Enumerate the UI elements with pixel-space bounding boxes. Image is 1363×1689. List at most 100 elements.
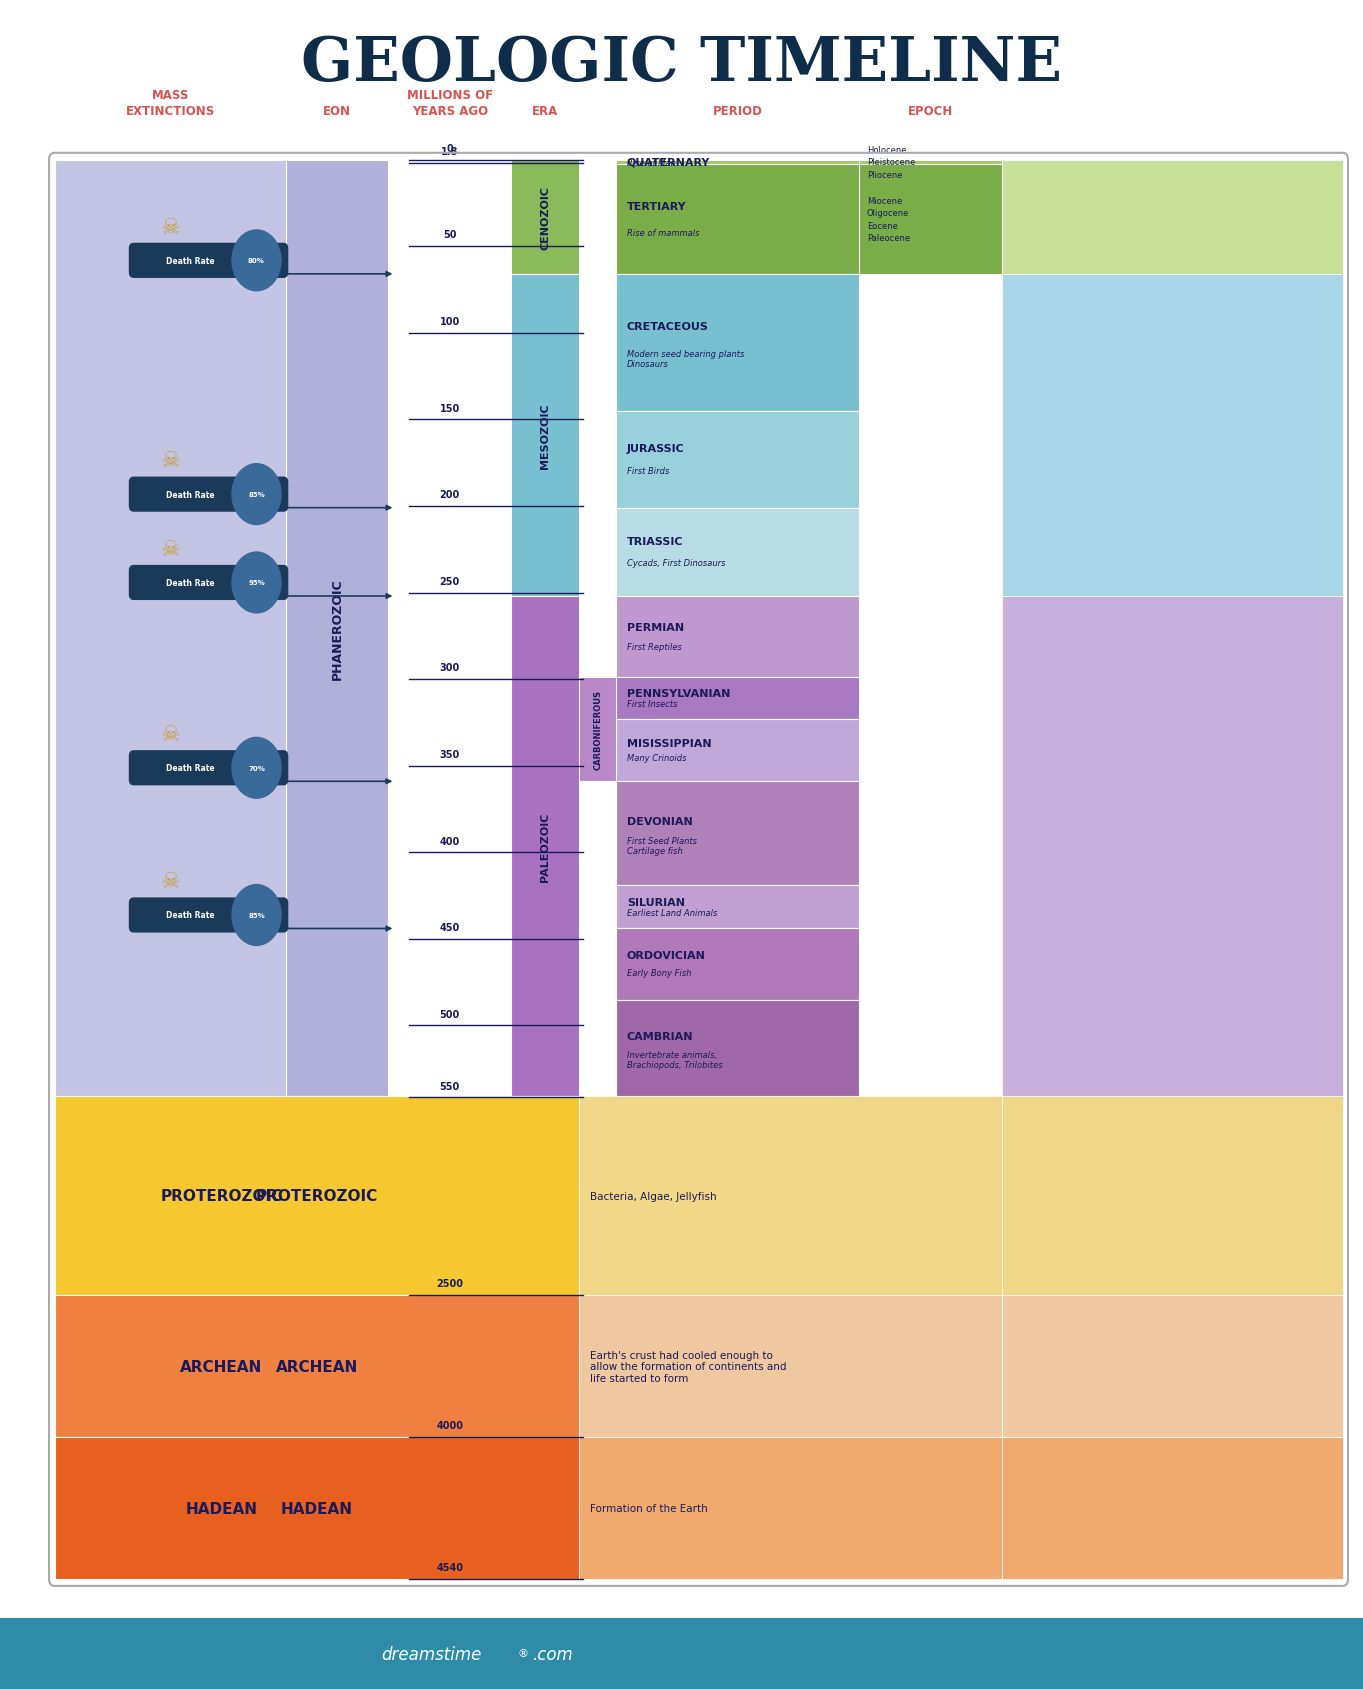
Bar — [1002, 1295, 1343, 1437]
Text: GEOLOGIC TIMELINE: GEOLOGIC TIMELINE — [301, 34, 1062, 95]
Bar — [511, 160, 579, 275]
Text: ☠: ☠ — [161, 451, 180, 471]
Circle shape — [232, 552, 281, 613]
Text: 80%: 80% — [248, 258, 264, 263]
Bar — [1002, 160, 1343, 275]
Text: ☠: ☠ — [161, 872, 180, 892]
Text: PENNSYLVANIAN: PENNSYLVANIAN — [627, 689, 731, 699]
FancyBboxPatch shape — [129, 245, 288, 279]
Bar — [616, 166, 859, 275]
Text: Early Bony Fish: Early Bony Fish — [627, 968, 691, 978]
Text: First Birds: First Birds — [627, 468, 669, 476]
Text: TERTIARY: TERTIARY — [627, 201, 687, 211]
Circle shape — [232, 231, 281, 292]
Bar — [55, 1437, 579, 1579]
Text: CRETACEOUS: CRETACEOUS — [627, 321, 709, 331]
Text: CARBONIFEROUS: CARBONIFEROUS — [593, 689, 602, 770]
Text: TRIASSIC: TRIASSIC — [627, 537, 683, 547]
Text: 250: 250 — [440, 576, 459, 586]
Bar — [616, 508, 859, 596]
Text: ®: ® — [518, 1648, 529, 1659]
Bar — [55, 160, 286, 1096]
Text: Death Rate: Death Rate — [166, 490, 215, 500]
Bar — [616, 677, 859, 720]
Text: DEVONIAN: DEVONIAN — [627, 816, 692, 826]
Text: PERIOD: PERIOD — [713, 105, 762, 118]
Text: PERMIAN: PERMIAN — [143, 569, 198, 579]
Text: 300: 300 — [440, 664, 459, 672]
Bar — [616, 412, 859, 508]
Text: .com: .com — [532, 1645, 572, 1662]
Text: 500: 500 — [440, 1008, 459, 1018]
Text: Death Rate: Death Rate — [166, 763, 215, 774]
Text: Rise of mammals: Rise of mammals — [627, 228, 699, 238]
Text: ORDOVICIAN: ORDOVICIAN — [627, 951, 706, 961]
Text: Death Rate: Death Rate — [166, 257, 215, 265]
FancyBboxPatch shape — [129, 566, 288, 600]
Bar — [859, 160, 1002, 166]
Text: SILURIAN: SILURIAN — [627, 897, 686, 907]
Text: PROTEROZOIC: PROTEROZOIC — [161, 1189, 282, 1204]
Text: 100: 100 — [440, 318, 459, 326]
Text: ☠: ☠ — [161, 725, 180, 745]
Text: Cycads, First Dinosaurs: Cycads, First Dinosaurs — [627, 559, 725, 568]
Bar — [1002, 275, 1343, 596]
Text: HADEAN: HADEAN — [281, 1502, 353, 1515]
Bar — [55, 1096, 579, 1295]
Circle shape — [232, 885, 281, 946]
Text: ☠: ☠ — [161, 218, 180, 238]
Text: DEVONIAN: DEVONIAN — [139, 755, 202, 765]
Bar — [616, 1000, 859, 1096]
Text: 2500: 2500 — [436, 1279, 463, 1289]
Text: First Reptiles: First Reptiles — [627, 642, 682, 652]
Text: EON: EON — [323, 105, 352, 118]
Text: CAMBRIAN: CAMBRIAN — [627, 1032, 694, 1042]
Bar — [616, 275, 859, 412]
Bar — [579, 1437, 1002, 1579]
Bar — [616, 160, 859, 166]
Bar — [616, 782, 859, 885]
Text: Many Crinoids: Many Crinoids — [627, 753, 687, 763]
Text: 4540: 4540 — [436, 1562, 463, 1572]
Circle shape — [232, 464, 281, 525]
Text: TRIASSIC: TRIASSIC — [144, 481, 196, 491]
Text: QUATERNARY: QUATERNARY — [627, 157, 710, 167]
Text: 450: 450 — [440, 922, 459, 932]
Bar — [1002, 596, 1343, 1096]
Text: 70%: 70% — [248, 765, 264, 772]
Text: Invertebrate animals,
Brachiopods, Trilobites: Invertebrate animals, Brachiopods, Trilo… — [627, 1051, 722, 1069]
Text: First Seed Plants
Cartilage fish: First Seed Plants Cartilage fish — [627, 836, 696, 856]
Text: 85%: 85% — [248, 912, 264, 919]
Text: Formation of the Earth: Formation of the Earth — [590, 1503, 707, 1513]
Text: Bacteria, Algae, Jellyfish: Bacteria, Algae, Jellyfish — [590, 1191, 717, 1201]
Bar — [579, 1295, 1002, 1437]
Text: MESOZOIC: MESOZOIC — [540, 404, 551, 468]
Text: JURASSIC: JURASSIC — [627, 443, 684, 453]
Text: Earliest Land Animals: Earliest Land Animals — [627, 909, 717, 917]
Text: HADEAN: HADEAN — [185, 1502, 258, 1515]
Bar — [55, 1295, 579, 1437]
Text: Death Rate: Death Rate — [166, 910, 215, 921]
Text: Miocene
Oligocene
Eocene
Paleocene: Miocene Oligocene Eocene Paleocene — [867, 196, 910, 243]
Text: First Insects: First Insects — [627, 699, 677, 708]
Text: 550: 550 — [440, 1081, 459, 1091]
Bar — [616, 596, 859, 677]
Text: K-T: K-T — [162, 248, 179, 258]
Text: PALEOZOIC: PALEOZOIC — [540, 812, 551, 882]
Text: ARCHEAN: ARCHEAN — [180, 1360, 263, 1373]
Text: dreamstime: dreamstime — [382, 1645, 483, 1662]
Text: Modern seed bearing plants
Dinosaurs: Modern seed bearing plants Dinosaurs — [627, 350, 744, 370]
Bar — [616, 720, 859, 782]
Text: 95%: 95% — [248, 579, 264, 586]
FancyBboxPatch shape — [129, 752, 288, 785]
Text: EPOCH: EPOCH — [908, 105, 953, 118]
Bar — [286, 160, 388, 1096]
Text: PERMIAN: PERMIAN — [627, 623, 684, 633]
Circle shape — [232, 738, 281, 799]
Text: Holocene
Pleistocene
Pliocene: Holocene Pleistocene Pliocene — [867, 145, 915, 179]
Bar — [1002, 1437, 1343, 1579]
Text: 150: 150 — [440, 404, 459, 414]
Text: Rise of Man: Rise of Man — [627, 159, 676, 167]
Text: MILLIONS OF
YEARS AGO: MILLIONS OF YEARS AGO — [406, 90, 493, 118]
Text: MISISSIPPIAN: MISISSIPPIAN — [627, 738, 711, 748]
